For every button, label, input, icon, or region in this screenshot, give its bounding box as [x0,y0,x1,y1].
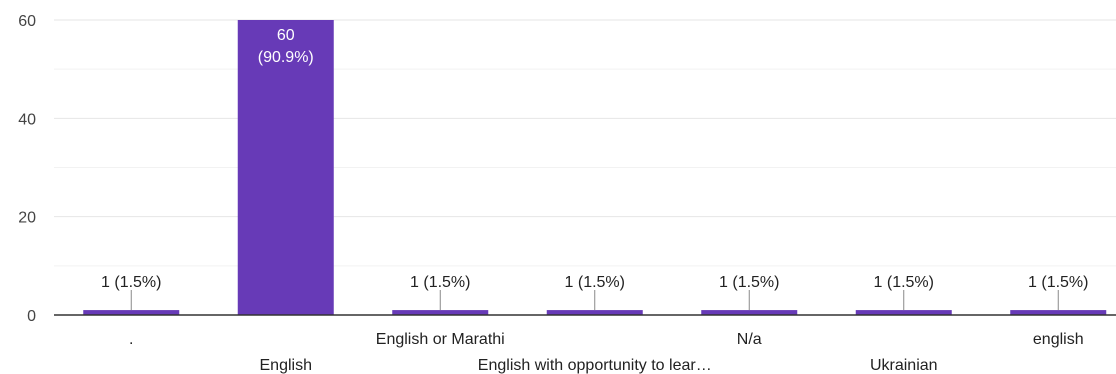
bar [546,310,643,315]
x-tick-label: . [129,331,133,348]
bar [83,310,180,315]
data-label: 1 (1.5%) [101,274,161,291]
bar [855,310,952,315]
y-tick-label: 20 [18,210,36,227]
data-label: (90.9%) [258,49,314,66]
x-tick-label: English with opportunity to lear… [478,357,712,374]
bar [237,20,334,315]
x-tick-label: N/a [737,331,762,348]
x-tick-label: Ukrainian [870,357,938,374]
data-label: 1 (1.5%) [1028,274,1088,291]
data-label: 1 (1.5%) [874,274,934,291]
bar [1010,310,1107,315]
bar [701,310,798,315]
data-label: 1 (1.5%) [410,274,470,291]
data-label: 1 (1.5%) [565,274,625,291]
x-tick-label: English [260,357,312,374]
y-tick-label: 40 [18,111,36,128]
y-tick-label: 60 [18,13,36,30]
data-label: 1 (1.5%) [719,274,779,291]
bar [392,310,489,315]
data-label: 60 [277,27,295,44]
x-tick-label: English or Marathi [376,331,505,348]
y-tick-label: 0 [27,308,36,325]
x-tick-label: english [1033,331,1084,348]
